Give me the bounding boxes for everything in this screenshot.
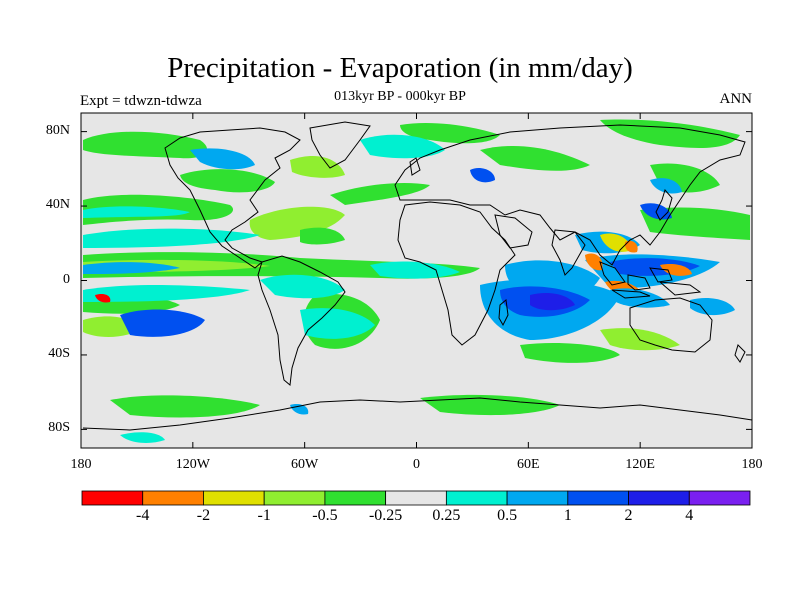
map-title: Precipitation - Evaporation (in mm/day)	[167, 52, 633, 84]
colorbar	[81, 490, 751, 506]
colorbar-swatch	[445, 490, 508, 506]
lat-tick-label: 40S	[48, 345, 70, 361]
lon-tick-label: 0	[413, 457, 420, 472]
season-label: ANN	[719, 91, 753, 107]
colorbar-label: -4	[136, 507, 150, 524]
colorbar-swatch	[506, 490, 569, 506]
colorbar-swatch	[81, 490, 144, 506]
lat-tick-label: 40N	[45, 197, 70, 213]
map-subtitle: 013kyr BP - 000kyr BP	[334, 89, 466, 104]
lon-tick-label: 120E	[625, 457, 655, 472]
colorbar-swatch	[567, 490, 629, 506]
continent-outlines	[82, 121, 753, 431]
colorbar-swatch	[324, 490, 387, 506]
lon-tick-label: 60E	[517, 457, 540, 472]
lon-tick-label: 180	[741, 457, 763, 472]
colorbar-label: -0.25	[368, 507, 403, 524]
colorbar-label: -1	[257, 507, 271, 524]
lat-tick-label: 80S	[48, 420, 70, 436]
colorbar-swatch	[142, 490, 204, 506]
lat-tick-label: 0	[63, 271, 70, 287]
anomaly-fields	[83, 119, 750, 443]
axis-ticks	[80, 113, 753, 448]
colorbar-label: 2	[624, 507, 633, 524]
colorbar-label: 0.25	[432, 507, 461, 524]
map-panel	[80, 112, 753, 449]
lon-tick-label: 180	[70, 457, 92, 472]
colorbar-swatch	[688, 490, 751, 506]
colorbar-swatch	[203, 490, 265, 506]
colorbar-label: 4	[685, 507, 694, 524]
colorbar-label: 1	[563, 507, 572, 524]
lon-tick-label: 60W	[291, 457, 319, 472]
colorbar-swatch	[263, 490, 326, 506]
colorbar-label: 0.5	[497, 507, 518, 524]
colorbar-label: -0.5	[312, 507, 338, 524]
lon-tick-label: 120W	[175, 457, 210, 472]
lat-tick-label: 80N	[45, 122, 70, 138]
colorbar-label: -2	[196, 507, 211, 524]
colorbar-swatch	[628, 490, 690, 506]
experiment-label: Expt = tdwzn-tdwza	[80, 93, 202, 109]
colorbar-swatch	[385, 490, 447, 506]
